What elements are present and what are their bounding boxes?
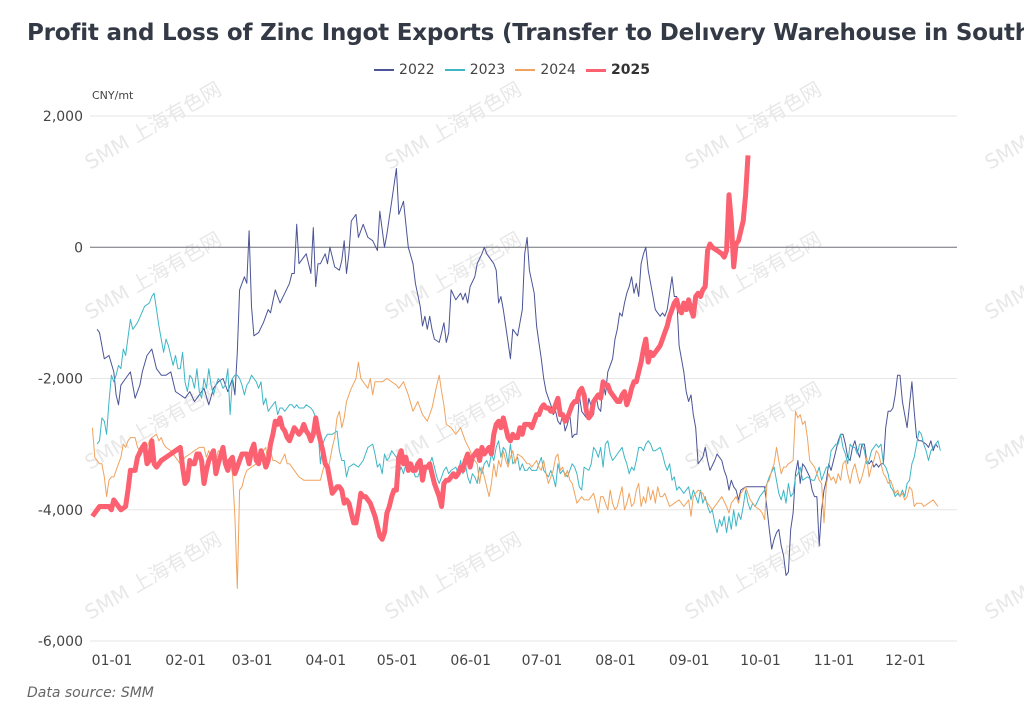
- watermark-text: SMM 上海有色网: [681, 227, 826, 325]
- y-tick-label: -6,000: [38, 634, 83, 650]
- legend-label: 2025: [610, 62, 650, 78]
- x-tick-label: 07-01: [522, 653, 563, 669]
- x-tick-label: 09-01: [669, 653, 710, 669]
- series-line-2024[interactable]: [91, 361, 939, 589]
- watermark-text: SMM 上海有色网: [981, 527, 1024, 625]
- y-axis-ticks: 2,000 0 -2,000 -4,000 -6,000: [38, 109, 83, 650]
- series-line-2023[interactable]: [96, 292, 941, 534]
- x-tick-label: 06-01: [450, 653, 491, 669]
- legend-item-2022[interactable]: 2022: [374, 62, 435, 78]
- grid-lines: [90, 115, 957, 642]
- watermark-text: SMM 上海有色网: [681, 527, 826, 625]
- watermark-text: SMM 上海有色网: [981, 77, 1024, 175]
- y-axis-unit-label: CNY/mt: [92, 89, 134, 102]
- legend-label: 2024: [540, 62, 576, 78]
- watermark-text: SMM 上海有色网: [981, 377, 1024, 475]
- y-tick-label: 0: [74, 240, 83, 256]
- x-tick-label: 12-01: [885, 653, 926, 669]
- legend-swatch-2025: [585, 68, 606, 72]
- watermark-layer: SMM 上海有色网 SMM 上海有色网 SMM 上海有色网 SMM 上海有色网 SMM …: [81, 77, 1024, 625]
- x-tick-label: 03-01: [232, 653, 273, 669]
- legend-item-2025[interactable]: 2025: [585, 62, 650, 78]
- y-tick-label: -2,000: [38, 372, 83, 388]
- watermark-text: SMM 上海有色网: [981, 227, 1024, 325]
- legend-label: 2023: [469, 62, 506, 78]
- legend-swatch-2022: [374, 69, 395, 71]
- watermark-text: SMM 上海有色网: [381, 77, 526, 175]
- watermark-text: SMM 上海有色网: [681, 377, 826, 475]
- series-line-2022[interactable]: [96, 168, 939, 576]
- watermark-text: SMM 上海有色网: [381, 527, 526, 625]
- x-tick-label: 10-01: [740, 653, 781, 669]
- x-tick-label: 02-01: [165, 653, 206, 669]
- legend-swatch-2024: [515, 69, 536, 71]
- watermark-text: SMM 上海有色网: [81, 227, 226, 325]
- x-tick-label: 04-01: [305, 653, 346, 669]
- x-axis-ticks: 01-01 02-01 03-01 04-01 05-01 06-01 07-01 08-01…: [92, 653, 926, 669]
- legend-swatch-2023: [444, 69, 465, 71]
- legend-item-2024[interactable]: 2024: [515, 62, 576, 78]
- watermark-text: SMM 上海有色网: [81, 77, 226, 175]
- series-line-2025[interactable]: [90, 155, 751, 542]
- y-tick-label: 2,000: [43, 109, 83, 125]
- legend-label: 2022: [399, 62, 435, 78]
- chart-title: Profit and Loss of Zinc Ingot Exports (T…: [27, 20, 1024, 46]
- legend-item-2023[interactable]: 2023: [444, 62, 506, 78]
- x-tick-label: 11-01: [814, 653, 855, 669]
- x-tick-label: 05-01: [377, 653, 418, 669]
- legend: 2022 2023 2024 2025: [0, 62, 1024, 78]
- y-tick-label: -4,000: [38, 503, 83, 519]
- watermark-text: SMM 上海有色网: [681, 77, 826, 175]
- x-tick-label: 08-01: [595, 653, 636, 669]
- x-tick-label: 01-01: [92, 653, 133, 669]
- watermark-text: SMM 上海有色网: [81, 527, 226, 625]
- data-source-note: Data source: SMM: [27, 685, 154, 701]
- series-lines: [90, 155, 941, 589]
